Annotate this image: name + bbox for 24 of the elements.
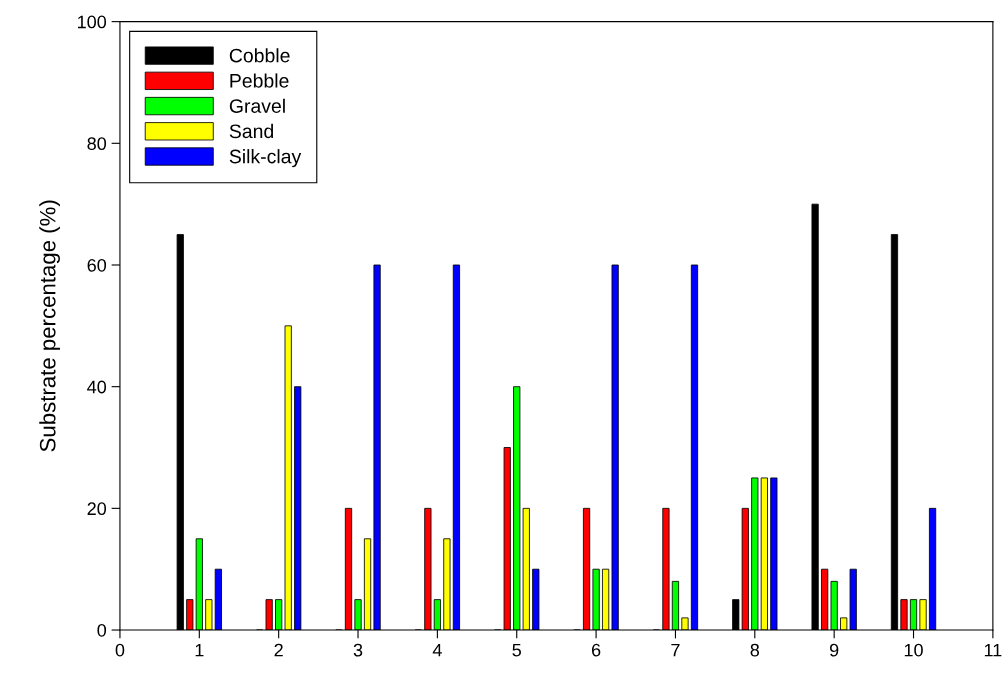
y-tick-label: 0 (97, 623, 107, 637)
x-tick-label: 5 (512, 643, 521, 657)
y-tick-label: 100 (78, 15, 107, 29)
y-tick-label: 40 (87, 380, 107, 394)
y-tick-label: 80 (87, 137, 107, 151)
y-tick-label: 20 (87, 502, 107, 516)
legend-label: Pebble (230, 73, 289, 88)
x-tick-label: 1 (195, 643, 204, 657)
x-tick-label: 9 (829, 643, 839, 657)
y-axis-title: Substrate percentage (%) (39, 200, 60, 452)
x-tick-label: 2 (274, 643, 283, 657)
x-tick-label: 6 (591, 643, 601, 657)
x-tick-label: 0 (115, 643, 125, 657)
x-tick-label: 8 (750, 643, 760, 657)
x-tick-label: 3 (353, 643, 363, 657)
x-tick-label: 10 (904, 643, 923, 657)
legend-label: Sand (229, 123, 273, 139)
x-tick-label: 11 (984, 643, 1002, 657)
y-tick-label: 60 (87, 258, 107, 272)
legend-label: Silk-clay (229, 149, 302, 168)
legend-label: Cobble (229, 48, 290, 63)
legend-label: Gravel (229, 98, 285, 113)
x-tick-label: 7 (671, 643, 680, 657)
x-tick-label: 4 (432, 643, 442, 657)
